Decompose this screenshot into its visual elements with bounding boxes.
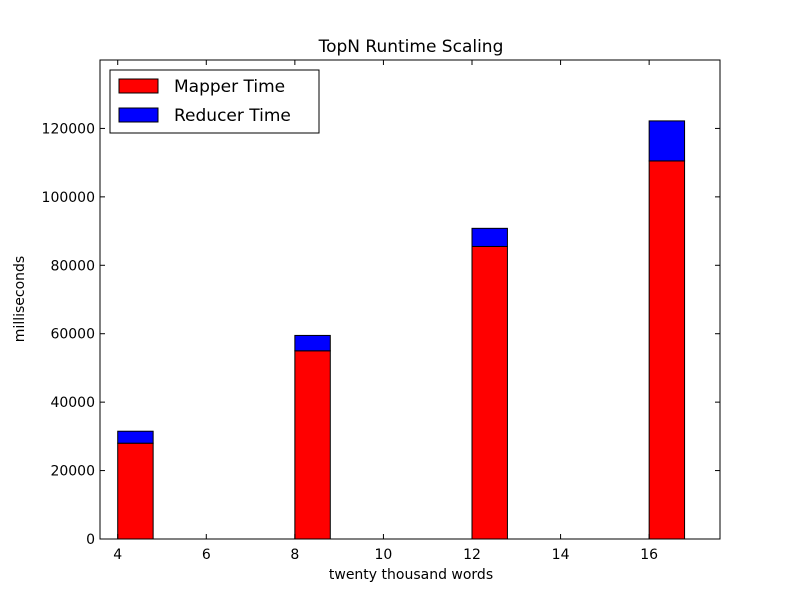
bar-reducer-time-4 — [117, 430, 154, 444]
x-tick-label: 10 — [375, 547, 393, 563]
y-tick-label: 100000 — [42, 190, 95, 206]
plot-frame — [99, 59, 721, 540]
x-tick-label: 14 — [552, 547, 570, 563]
bar-mapper-time-12 — [471, 245, 508, 540]
x-tick-label: 8 — [290, 547, 299, 563]
bar-mapper-time-16 — [648, 160, 686, 540]
x-tick-label: 4 — [113, 547, 122, 563]
bar-mapper-time-4 — [117, 442, 154, 540]
bar-reducer-time-12 — [471, 227, 508, 247]
x-tick-label: 16 — [640, 547, 658, 563]
legend-swatch-mapper-time — [118, 78, 159, 94]
x-tick-label: 6 — [202, 547, 211, 563]
y-tick-label: 60000 — [50, 327, 95, 343]
bar-reducer-time-8 — [294, 334, 331, 352]
bar-reducer-time-16 — [648, 120, 686, 162]
x-axis: 4 6 8 10 12 14 16 — [113, 60, 658, 563]
bars — [117, 120, 686, 540]
y-tick-label: 80000 — [50, 258, 95, 274]
x-tick-label: 12 — [463, 547, 481, 563]
y-tick-label: 0 — [86, 532, 95, 548]
legend-label-reducer-time: Reducer Time — [174, 106, 291, 126]
chart-title: TopN Runtime Scaling — [318, 37, 504, 57]
y-tick-label: 120000 — [42, 121, 95, 137]
legend-label-mapper-time: Mapper Time — [174, 77, 285, 97]
y-axis: 0 20000 40000 60000 80000 100000 120000 — [42, 121, 720, 548]
legend: Mapper Time Reducer Time — [109, 69, 320, 134]
y-tick-label: 20000 — [50, 464, 95, 480]
x-axis-label: twenty thousand words — [329, 567, 493, 583]
bar-mapper-time-8 — [294, 350, 331, 540]
y-tick-label: 40000 — [50, 395, 95, 411]
legend-swatch-reducer-time — [118, 107, 159, 123]
y-axis-label: milliseconds — [12, 256, 28, 342]
